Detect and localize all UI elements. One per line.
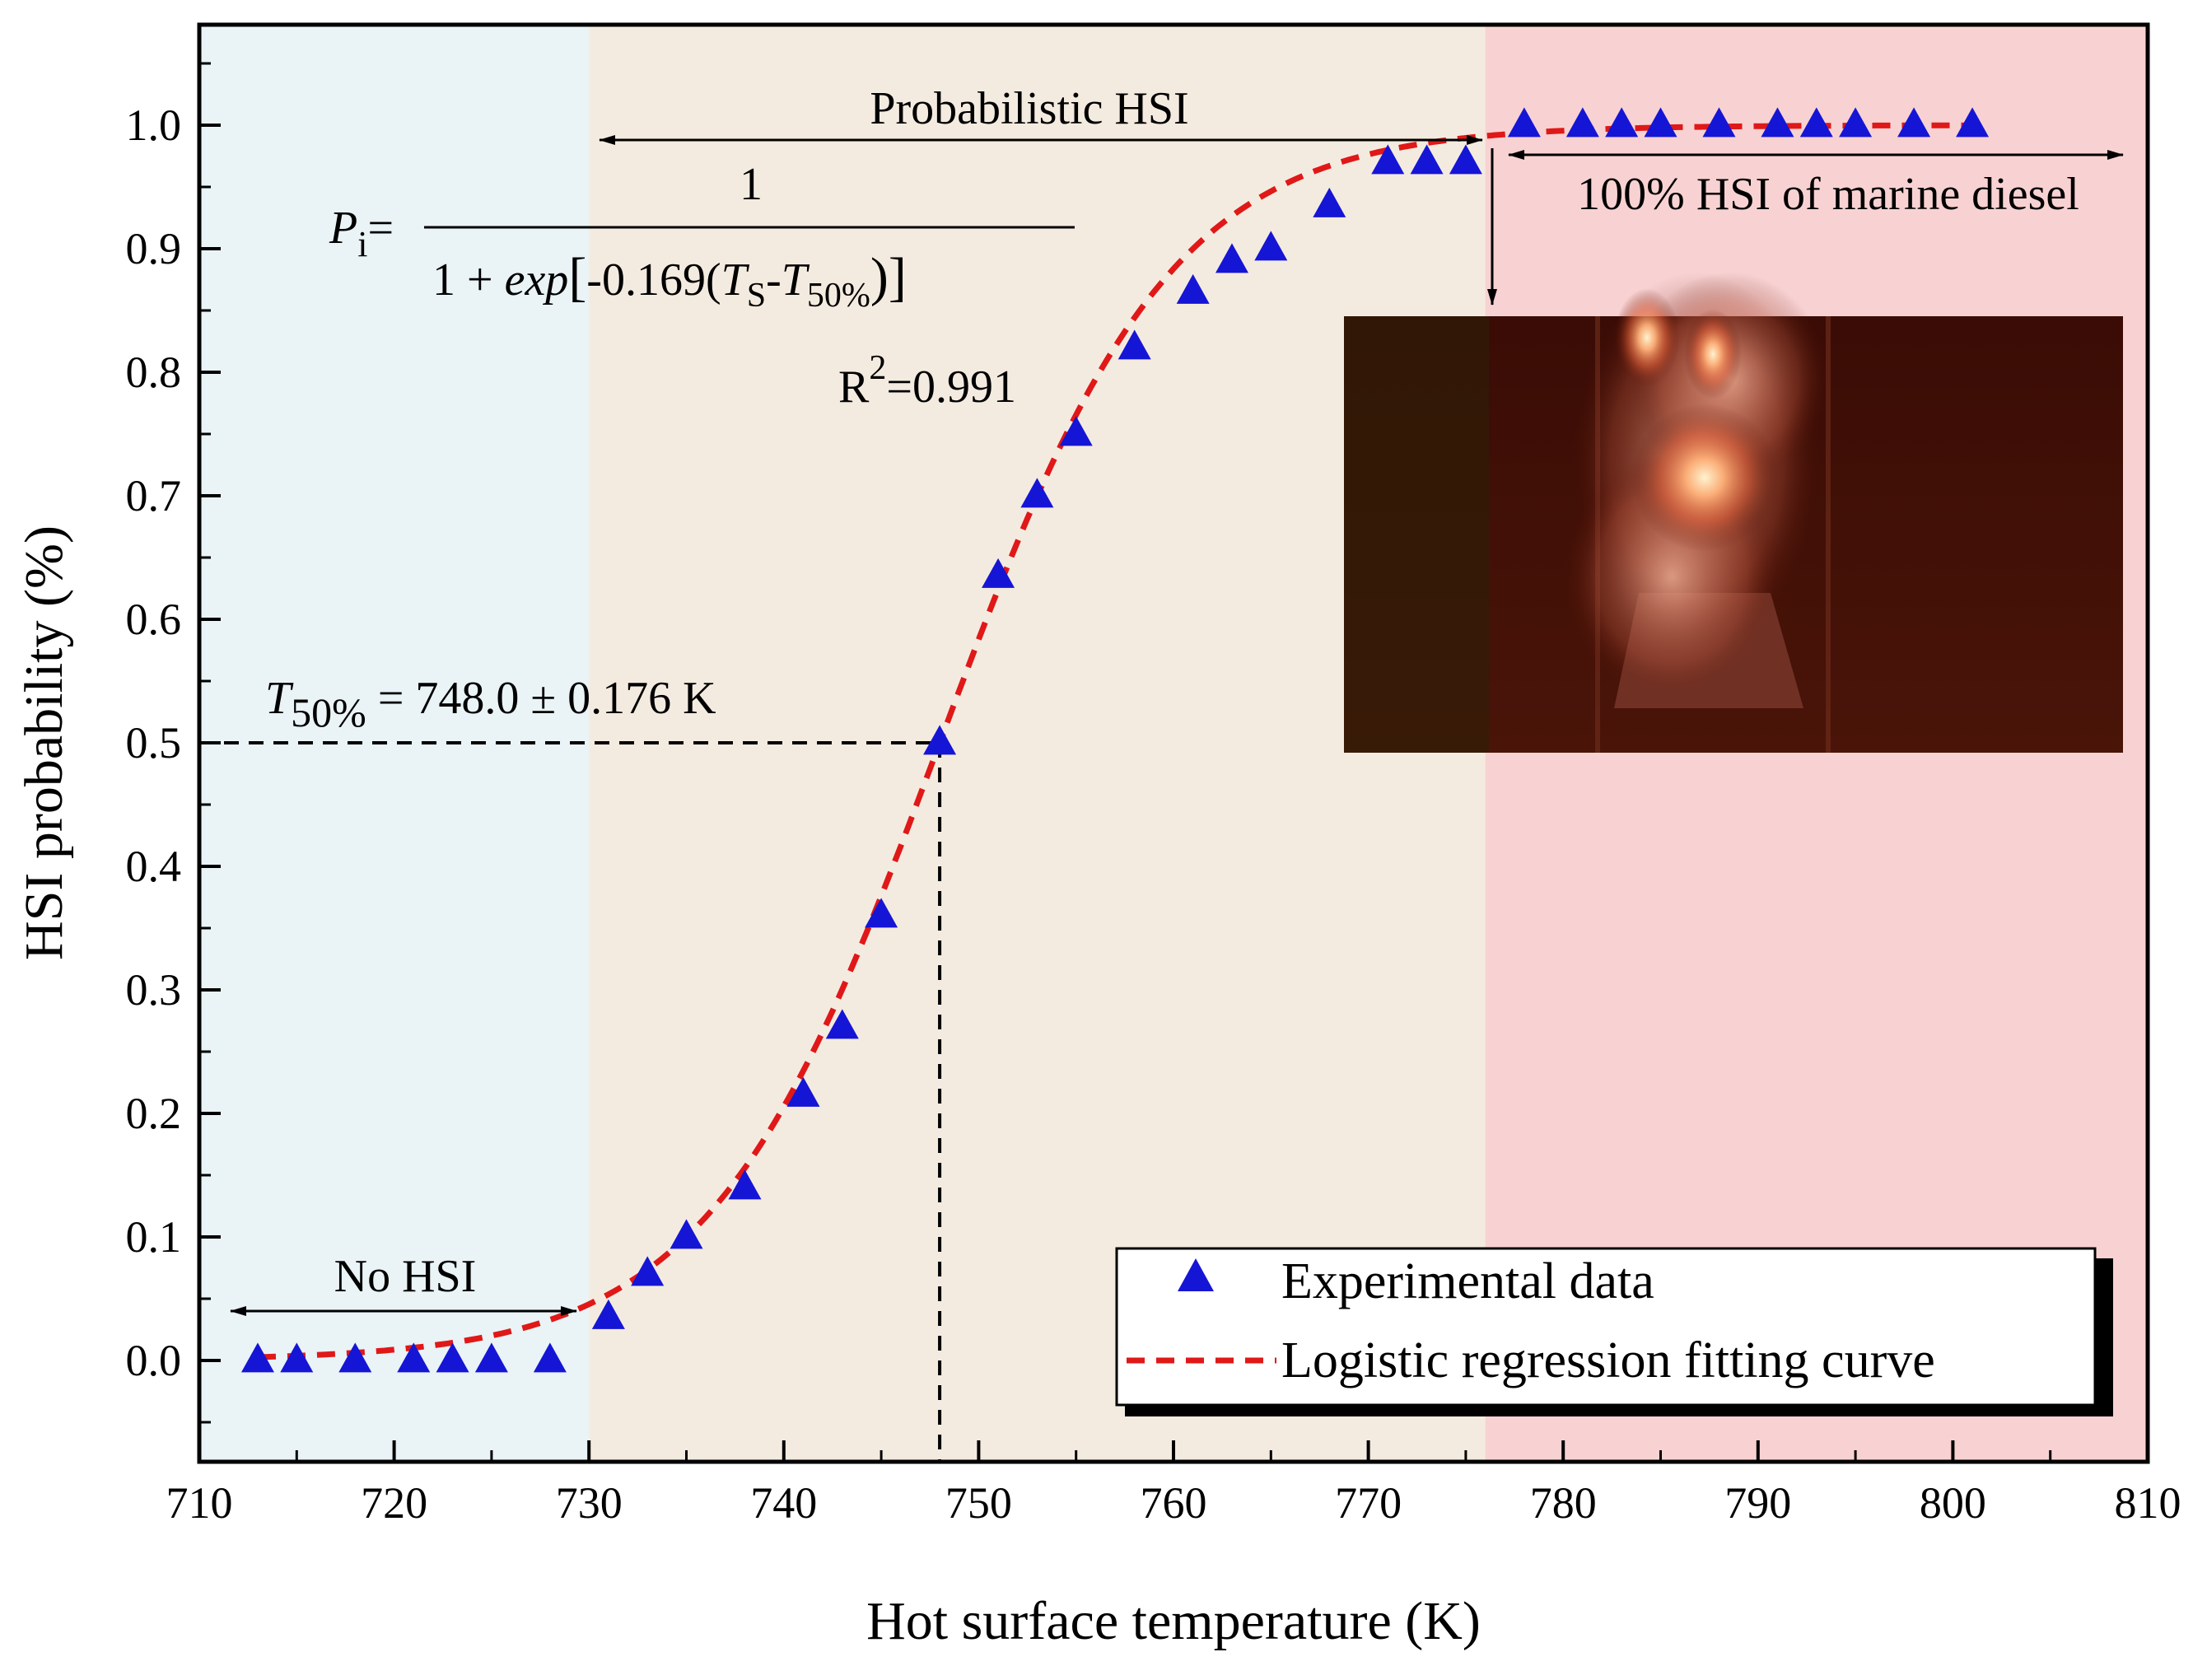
x-axis-title: Hot surface temperature (K) [866,1591,1481,1651]
x-tick-label: 760 [1141,1478,1207,1528]
data-point [533,1342,567,1373]
t50-label: T50% = 748.0 ± 0.176 K [265,673,716,735]
x-tick-label: 710 [166,1478,233,1528]
x-tick-label: 800 [1920,1478,1986,1528]
svg-text:1: 1 [740,159,763,210]
y-tick-label: 0.3 [126,965,182,1015]
data-point [1644,107,1677,138]
no-hsi-label: No HSI [334,1251,477,1302]
y-tick-label: 0.9 [126,224,182,273]
legend-triangle-marker [1178,1258,1214,1291]
flame-photo [1344,272,2123,753]
data-point [1215,243,1248,273]
probabilistic-hsi-label: Probabilistic HSI [870,83,1188,134]
y-tick-label: 0.6 [126,595,182,644]
data-point [1410,144,1444,175]
y-tick-label: 0.7 [126,471,182,520]
legend-experimental-data: Experimental data [1281,1253,1654,1309]
data-point [1605,107,1639,138]
data-point [982,558,1015,588]
data-point [1254,231,1288,261]
data-point [1839,107,1873,138]
x-tick-label: 790 [1724,1478,1791,1528]
data-point [728,1169,762,1200]
svg-text:Pi=: Pi= [329,203,394,264]
data-point [865,898,898,928]
data-point [591,1299,625,1329]
y-tick-label: 0.1 [126,1212,182,1262]
y-tick-label: 0.2 [126,1089,182,1138]
data-point [338,1342,372,1373]
y-axis-ticks: 0.0 0.1 0.2 0.3 0.4 0.5 0.6 0.7 0.8 0.9 1.0 [126,62,221,1424]
data-point [397,1342,431,1373]
data-point [1371,144,1405,175]
logistic-equation: Pi= 1 1 + exp[-0.169(TS-T50%)] [329,159,1075,315]
data-point [1565,107,1599,138]
data-point [631,1256,665,1286]
y-tick-label: 1.0 [126,100,182,150]
y-tick-label: 0.4 [126,842,182,891]
data-point [1020,478,1054,508]
y-tick-label: 0.8 [126,348,182,397]
data-point [1117,329,1151,360]
experimental-data-points [240,107,1990,1373]
x-tick-label: 810 [2115,1478,2181,1528]
x-tick-label: 720 [361,1478,427,1528]
data-point [1761,107,1794,138]
data-point [1799,107,1833,138]
x-tick-label: 730 [556,1478,623,1528]
svg-text:1 + exp[-0.169(TS-T50%)]: 1 + exp[-0.169(TS-T50%)] [432,247,907,315]
data-point [1176,273,1210,304]
data-point [1507,107,1541,138]
t50-reference-lines [199,741,942,1462]
data-point [825,1009,859,1039]
x-tick-label: 780 [1530,1478,1597,1528]
data-point [923,725,957,755]
data-point [1702,107,1736,138]
data-point [1956,107,1990,138]
data-point [436,1342,469,1373]
data-point [1313,187,1346,217]
data-point [1449,144,1482,175]
region-probabilistic-hsi [589,25,1486,1462]
y-tick-label: 0.5 [126,718,182,768]
data-point [786,1076,820,1107]
y-tick-label: 0.0 [126,1336,182,1385]
legend-fitting-curve: Logistic regression fitting curve [1281,1332,1935,1388]
data-point [474,1342,508,1373]
data-point [1897,107,1931,138]
legend: Experimental data Logistic regression fi… [1115,1247,2113,1416]
y-axis-title: HSI probability (%) [14,525,74,960]
data-point [1059,416,1093,446]
x-tick-label: 750 [945,1478,1012,1528]
data-point [240,1342,274,1373]
data-point [670,1219,703,1249]
x-axis-ticks: 710 720 730 740 750 760 770 780 790 800 810 [166,1440,2181,1528]
x-tick-label: 740 [750,1478,817,1528]
data-point [280,1342,314,1373]
full-hsi-label: 100% HSI of marine diesel [1577,169,2079,220]
r-squared-label: R2=0.991 [838,349,1016,413]
x-tick-label: 770 [1335,1478,1402,1528]
